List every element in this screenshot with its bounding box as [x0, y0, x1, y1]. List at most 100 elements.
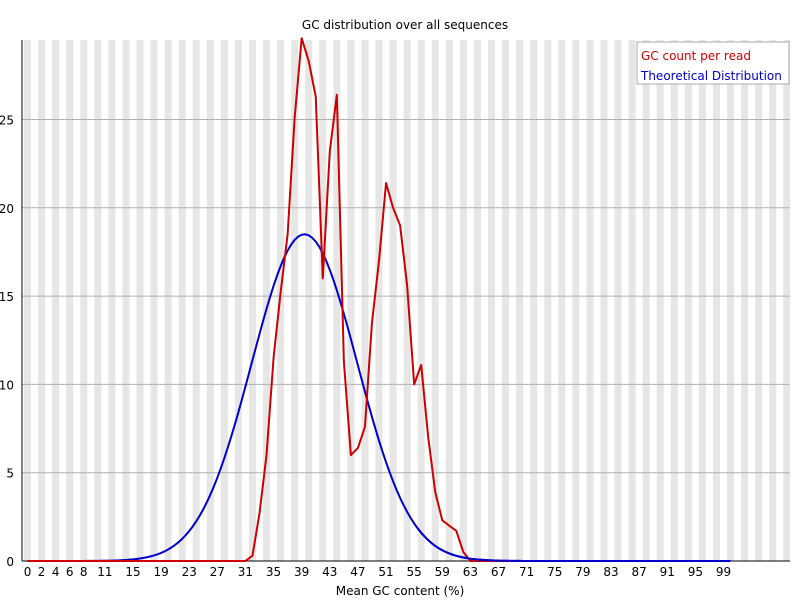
y-tick-label: 5 — [6, 467, 14, 481]
background-stripe — [361, 40, 369, 561]
x-tick-label: 4 — [52, 565, 60, 579]
background-stripe — [487, 40, 496, 561]
background-stripe — [558, 40, 566, 561]
background-stripe — [220, 40, 228, 561]
x-tick-label: 19 — [153, 565, 168, 579]
background-stripe — [417, 40, 425, 561]
series-lines — [27, 37, 731, 562]
background-stripe — [305, 40, 313, 561]
x-tick-label: 79 — [575, 565, 590, 579]
background-stripe — [24, 40, 32, 561]
x-tick-label: 95 — [688, 565, 703, 579]
background-stripe — [80, 40, 88, 561]
legend-box — [636, 41, 790, 85]
legend: GC count per read Theoretical Distributi… — [636, 41, 790, 85]
x-tick-label: 67 — [491, 565, 506, 579]
x-tick-label: 23 — [182, 565, 197, 579]
background-stripe — [727, 40, 735, 561]
background-stripe — [164, 40, 172, 561]
background-stripe — [122, 40, 130, 561]
x-tick-label: 51 — [378, 565, 393, 579]
background-stripe — [502, 40, 510, 561]
x-tick-label: 99 — [716, 565, 731, 579]
legend-item-theoretical: Theoretical Distribution — [640, 69, 782, 83]
x-tick-label: 83 — [603, 565, 618, 579]
x-tick-label: 71 — [519, 565, 534, 579]
legend-item-gc-count: GC count per read — [641, 49, 751, 63]
x-tick-label: 2 — [38, 565, 46, 579]
x-axis-ticks: 0 2 4 6 8 11 15 19 23 27 31 35 39 43 47 51 55 59 63 67 71 75 7… — [24, 565, 731, 579]
background-stripe — [66, 40, 74, 561]
x-tick-label: 15 — [125, 565, 140, 579]
background-stripe — [445, 40, 453, 561]
background-stripe — [698, 40, 706, 561]
background-stripe — [403, 40, 411, 561]
y-tick-label: 25 — [0, 113, 14, 127]
background-stripe — [319, 40, 327, 561]
background-stripe — [516, 40, 524, 561]
x-tick-label: 75 — [547, 565, 562, 579]
background-stripe — [459, 40, 467, 561]
x-tick-label: 27 — [210, 565, 225, 579]
background-stripe — [741, 40, 749, 561]
background-stripe — [783, 40, 790, 561]
background-stripe — [670, 40, 678, 561]
x-tick-label: 39 — [294, 565, 309, 579]
x-tick-label: 91 — [660, 565, 675, 579]
background-stripe — [389, 40, 397, 561]
x-axis-label: Mean GC content (%) — [336, 584, 465, 598]
y-tick-label: 0 — [6, 555, 14, 569]
background-stripes — [24, 40, 790, 561]
background-stripe — [712, 40, 720, 561]
background-stripe — [530, 40, 538, 561]
background-stripe — [347, 40, 355, 561]
background-stripe — [628, 40, 636, 561]
background-stripe — [52, 40, 60, 561]
background-stripe — [263, 40, 271, 561]
background-stripe — [755, 40, 763, 561]
background-stripe — [94, 40, 102, 561]
x-tick-label: 8 — [80, 565, 88, 579]
background-stripe — [150, 40, 158, 561]
background-stripe — [600, 40, 608, 561]
background-stripe — [38, 40, 46, 561]
background-stripe — [473, 40, 481, 561]
x-tick-label: 55 — [407, 565, 422, 579]
y-tick-label: 15 — [0, 290, 14, 304]
x-tick-label: 31 — [238, 565, 253, 579]
background-stripe — [375, 40, 383, 561]
background-stripe — [234, 40, 242, 561]
background-stripe — [192, 40, 200, 561]
background-stripe — [642, 40, 650, 561]
y-axis-ticks: 0 5 10 15 20 25 — [0, 113, 14, 569]
x-tick-label: 47 — [350, 565, 365, 579]
x-tick-label: 35 — [266, 565, 281, 579]
series-line-theoretical-tail — [416, 527, 731, 562]
background-stripe — [291, 40, 299, 561]
y-tick-label: 10 — [0, 378, 14, 392]
x-tick-label: 0 — [24, 565, 32, 579]
background-stripe — [178, 40, 186, 561]
background-stripe — [586, 40, 594, 561]
x-tick-label: 63 — [463, 565, 478, 579]
background-stripe — [572, 40, 580, 561]
gridlines — [22, 118, 790, 474]
background-stripe — [431, 40, 439, 561]
background-stripe — [108, 40, 116, 561]
background-stripe — [656, 40, 664, 561]
background-stripe — [136, 40, 144, 561]
background-stripe — [333, 40, 341, 561]
x-tick-label: 6 — [66, 565, 74, 579]
background-stripe — [684, 40, 692, 561]
background-stripe — [248, 40, 256, 561]
x-tick-label: 59 — [435, 565, 450, 579]
x-tick-label: 11 — [97, 565, 112, 579]
y-tick-label: 20 — [0, 202, 14, 216]
background-stripe — [206, 40, 214, 561]
chart-title: GC distribution over all sequences — [302, 18, 508, 32]
x-tick-label: 43 — [322, 565, 337, 579]
background-stripe — [544, 40, 552, 561]
x-tick-label: 87 — [631, 565, 646, 579]
background-stripe — [769, 40, 777, 561]
